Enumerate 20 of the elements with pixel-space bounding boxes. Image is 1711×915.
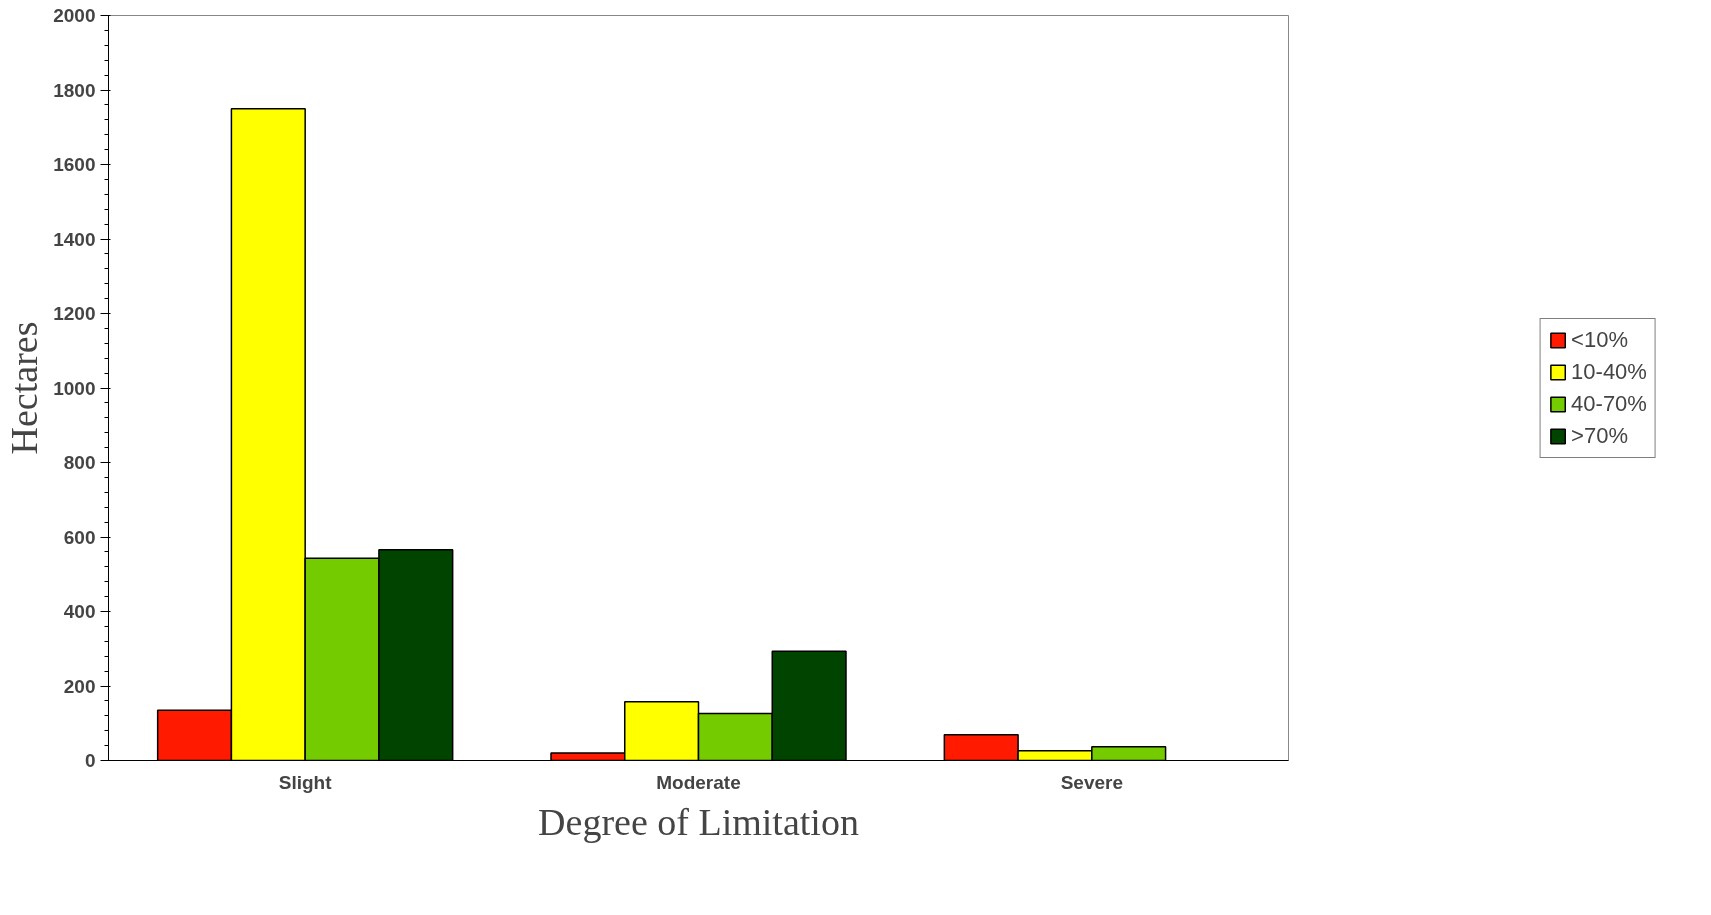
y-tick-label: 0 (84, 750, 96, 771)
legend-label: 10-40% (1571, 358, 1647, 385)
y-tick-label: 400 (63, 601, 96, 622)
y-tick-label: 1600 (53, 154, 96, 175)
legend-label: 40-70% (1571, 390, 1647, 417)
y-tick-label: 1200 (53, 303, 96, 324)
y-tick-label: 800 (63, 452, 96, 473)
y-axis-title: Hectares (3, 321, 46, 455)
x-tick-label: Moderate (656, 771, 741, 793)
y-tick-label: 200 (63, 675, 96, 697)
x-axis-title: Degree of Limitation (538, 800, 859, 843)
y-tick-label: 2000 (53, 5, 96, 26)
legend-label: <10% (1571, 326, 1628, 353)
y-tick-label: 1000 (53, 377, 96, 399)
x-tick-label: Slight (278, 771, 333, 793)
y-tick-label: 600 (63, 526, 96, 548)
x-tick-label: Severe (1060, 771, 1124, 793)
y-tick-label: 1800 (53, 79, 96, 101)
y-tick-label: 1400 (53, 228, 96, 250)
legend-label: >70% (1571, 422, 1628, 449)
